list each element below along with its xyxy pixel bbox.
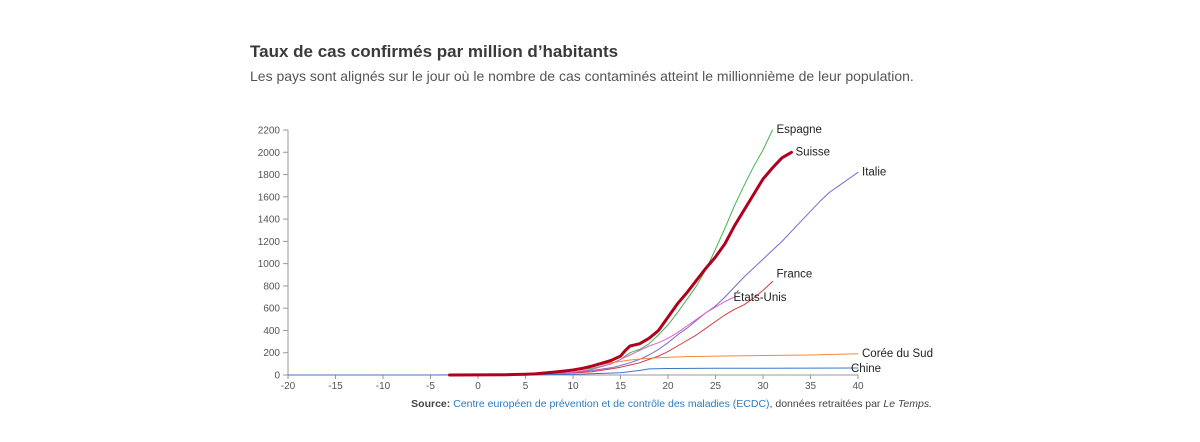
series-label-france: France bbox=[777, 268, 813, 280]
series-line-france bbox=[449, 281, 773, 376]
chart-series-lines bbox=[287, 129, 859, 377]
series-line-espagne bbox=[449, 129, 773, 376]
x-tick-label: -5 bbox=[426, 381, 435, 392]
series-label-suisse: Suisse bbox=[796, 146, 831, 158]
x-tick-label: -10 bbox=[376, 381, 391, 392]
x-tick-label: 5 bbox=[523, 381, 529, 392]
series-label-italie: Italie bbox=[862, 166, 886, 178]
source-note: Source: Centre européen de prévention et… bbox=[411, 398, 932, 410]
y-tick-label: 1800 bbox=[258, 170, 281, 181]
y-tick-label: 1600 bbox=[258, 192, 281, 203]
x-tick-label: 20 bbox=[662, 381, 674, 392]
source-suffix: , données retraitées par bbox=[769, 398, 881, 410]
x-tick-label: 10 bbox=[567, 381, 579, 392]
chart-subtitle: Les pays sont alignés sur le jour où le … bbox=[250, 68, 914, 84]
series-line-chine bbox=[287, 367, 859, 376]
series-label-chine: Chine bbox=[851, 363, 881, 375]
series-label-coree-du-sud: Corée du Sud bbox=[862, 348, 933, 360]
x-tick-label: 35 bbox=[805, 381, 817, 392]
source-label: Source: bbox=[411, 398, 451, 410]
y-tick-label: 600 bbox=[263, 304, 280, 315]
x-tick-label: 40 bbox=[852, 381, 864, 392]
y-tick-label: 200 bbox=[263, 348, 280, 359]
x-tick-label: 15 bbox=[615, 381, 627, 392]
y-tick-label: 1200 bbox=[258, 237, 281, 248]
y-tick-label: 1000 bbox=[258, 259, 281, 270]
y-tick-label: 1400 bbox=[258, 215, 281, 226]
x-tick-label: 25 bbox=[710, 381, 722, 392]
source-link[interactable]: Centre européen de prévention et de cont… bbox=[453, 398, 770, 410]
y-tick-label: 2000 bbox=[258, 148, 281, 159]
y-tick-label: 0 bbox=[274, 371, 280, 382]
x-tick-label: -15 bbox=[328, 381, 343, 392]
x-tick-label: -20 bbox=[281, 381, 296, 392]
series-line-suisse bbox=[448, 150, 793, 377]
series-label-etats-unis: États-Unis bbox=[734, 291, 787, 304]
y-tick-label: 2200 bbox=[258, 126, 281, 137]
x-tick-label: 30 bbox=[757, 381, 769, 392]
chart-series-labels: Espagne Suisse Italie France États-Unis Corée… bbox=[734, 124, 933, 375]
series-line-etats-unis bbox=[287, 296, 735, 376]
y-tick-label: 800 bbox=[263, 281, 280, 292]
source-publisher: Le Temps. bbox=[883, 398, 932, 410]
x-tick-label: 0 bbox=[475, 381, 481, 392]
y-tick-label: 400 bbox=[263, 326, 280, 337]
series-label-espagne: Espagne bbox=[777, 124, 822, 136]
chart-title: Taux de cas confirmés par million d’habi… bbox=[250, 42, 619, 61]
